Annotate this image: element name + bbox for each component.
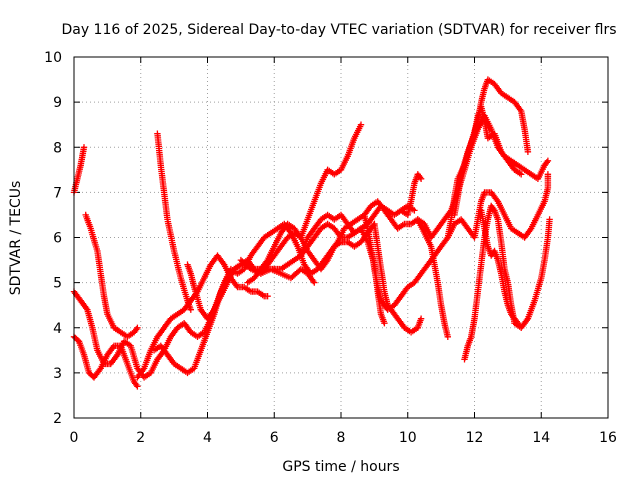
y-tick-label: 8: [53, 140, 62, 156]
y-tick-label: 6: [53, 231, 62, 247]
series-track-14: [397, 171, 425, 219]
chart-title: Day 116 of 2025, Sidereal Day-to-day VTE…: [61, 22, 616, 38]
x-tick-label: 0: [70, 430, 79, 446]
y-tick-label: 2: [53, 411, 62, 427]
x-tick-label: 12: [466, 430, 484, 446]
x-axis-label: GPS time / hours: [282, 459, 399, 475]
series-track-19: [478, 207, 522, 327]
y-tick-label: 9: [53, 95, 62, 111]
series-track-4: [70, 333, 141, 390]
y-tick-label: 10: [44, 50, 62, 66]
y-axis-label: SDTVAR / TECUs: [8, 181, 24, 296]
x-tick-label: 14: [532, 430, 550, 446]
data-series: [70, 76, 553, 390]
plot-frame: [73, 56, 609, 419]
x-tick-label: 8: [337, 430, 346, 446]
series-track-3: [82, 211, 141, 340]
x-tick-label: 6: [270, 430, 279, 446]
series-track-1: [70, 144, 88, 196]
series-track-12: [361, 171, 552, 313]
x-tick-label: 2: [136, 430, 145, 446]
series-track-2: [70, 112, 552, 381]
x-tick-label: 10: [399, 430, 417, 446]
x-tick-label: 4: [203, 430, 212, 446]
series-track-13: [371, 220, 425, 336]
series-track-5: [154, 130, 194, 313]
y-tick-label: 7: [53, 185, 62, 201]
series-track-17: [451, 103, 525, 219]
y-tick-label: 3: [53, 366, 62, 382]
series-track-15: [414, 216, 451, 340]
y-tick-label: 5: [53, 276, 62, 292]
x-tick-label: 16: [599, 430, 617, 446]
series-track-18: [461, 202, 553, 363]
series-track-10: [237, 256, 318, 286]
y-tick-label: 4: [53, 321, 62, 337]
series-track-9: [244, 121, 365, 286]
